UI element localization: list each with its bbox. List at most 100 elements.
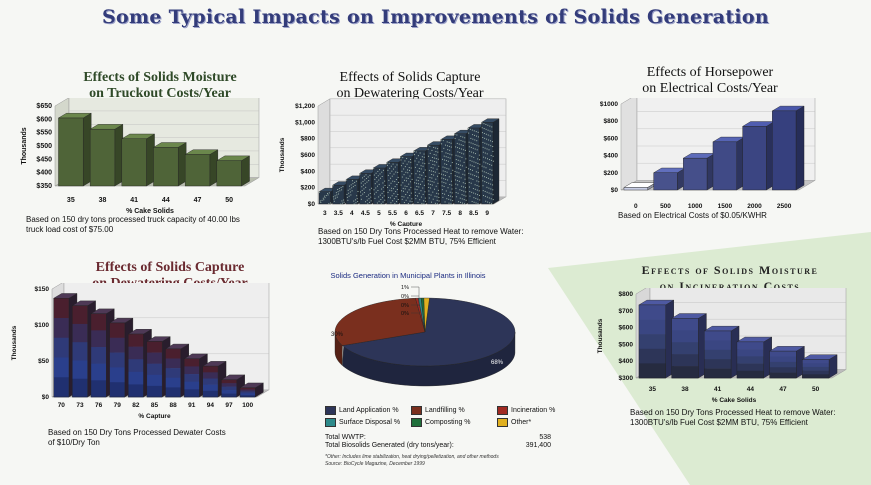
y-tick-label: $350 [36,183,52,190]
y-tick-label: $700 [619,308,634,315]
bar-texture [486,181,488,183]
bar-texture [457,192,459,194]
bar-texture [390,165,392,167]
bar-texture [468,141,470,143]
bar-texture [377,170,379,172]
bar-texture [428,155,430,157]
x-tick-label: 5.5 [388,210,397,217]
bar-texture [476,144,478,146]
bar-texture [470,169,472,171]
bar-texture [449,153,451,155]
bar-face [772,110,797,191]
bar-texture [409,175,411,177]
bar-texture [486,148,488,150]
bar-texture [374,197,376,199]
bar-texture [423,203,425,205]
bar-band [184,381,200,390]
bar-band [202,366,219,373]
bar-texture [486,153,488,155]
bar-texture [442,166,444,168]
bar-texture [492,150,494,152]
bar-texture [460,168,462,170]
bar-texture [488,144,490,146]
bar-texture [402,182,404,184]
bar-texture [337,191,339,193]
bar-texture [419,174,421,176]
bar-texture [391,190,393,192]
bar-texture [350,194,352,196]
legend-incineration: Incineration % [497,406,575,415]
bar-texture [446,163,448,165]
bar-texture [485,177,487,179]
bar-face [58,117,84,187]
x-tick-label: 6 [404,210,408,217]
bar-texture [488,182,490,184]
bar-1500 [712,136,746,191]
bar-texture [463,186,465,188]
pie-slice-0 [342,297,516,367]
bar-texture [491,164,493,166]
x-tick-label: 1500 [718,203,733,210]
bar-texture [338,193,340,195]
bar-texture [409,200,411,202]
bar-texture [405,199,407,201]
bar-texture [464,187,466,189]
bar-texture [487,129,489,131]
bar-texture [419,152,421,154]
bar-texture [411,201,413,203]
bar-texture [468,146,470,148]
bar-texture [330,202,332,204]
bar-texture [433,188,435,190]
bar-texture [492,189,494,191]
bar-texture [436,196,438,198]
bar-band [72,305,88,325]
bar-texture [427,148,429,150]
x-tick-label: 4 [350,210,354,217]
bar-texture [456,167,458,169]
bar-texture [377,189,379,191]
bar-texture [404,185,406,187]
bar-1000 [682,153,716,191]
bar-texture [485,133,487,135]
bar-texture [387,186,389,188]
bar-texture [470,137,472,139]
bar-texture [410,159,412,161]
bar-texture [477,136,479,138]
bar-texture [381,192,383,194]
bar-texture [488,139,490,141]
bar-texture [407,169,409,171]
bar-texture [463,199,465,201]
bar-texture [452,200,454,202]
bar-band [72,360,88,380]
bar-texture [392,188,394,190]
bar-texture [447,187,449,189]
bar-texture [339,190,341,192]
bar-outline [72,305,88,398]
bar-texture [384,199,386,201]
bar-texture [341,200,343,202]
bar-texture [398,181,400,183]
bar-texture [492,155,494,157]
bar-texture [491,179,493,181]
bar-texture [441,189,443,191]
bar-texture [434,164,436,166]
bar-texture [488,192,490,194]
x-tick-label: 35 [67,197,75,204]
bar-texture [423,184,425,186]
bar-texture [346,196,348,198]
x-tick-label: 9 [485,210,489,217]
bar-47 [184,149,219,187]
bar-band [704,330,732,341]
bar-texture [430,166,432,168]
chart2-note: Based on 150 Dry Tons Processed Heat to … [318,227,524,246]
bar-texture [440,139,442,141]
bar-texture [443,185,445,187]
bar-texture [449,149,451,151]
bar-texture [444,167,446,169]
bar-texture [457,151,459,153]
bar-texture [492,194,494,196]
bar-texture [478,154,480,156]
chart2-title: Effects of Solids Capture on Dewatering C… [336,70,484,101]
bar-band [671,354,699,367]
bar-texture [423,200,425,202]
